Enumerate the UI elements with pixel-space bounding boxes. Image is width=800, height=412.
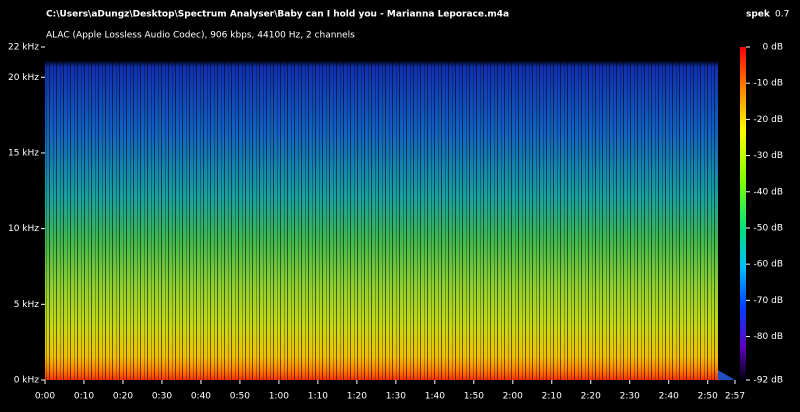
app-version: 0.7 [775, 10, 789, 20]
colorbar-tick-label: -20 dB [754, 115, 783, 125]
colorbar-tick-label: -60 dB [754, 260, 783, 270]
x-tick-label: 2:30 [620, 392, 640, 402]
x-tick-label: 1:10 [308, 392, 328, 402]
x-tick-label: 0:20 [113, 392, 133, 402]
colorbar-tick-label: -30 dB [754, 151, 783, 161]
colorbar-tick-label: -40 dB [754, 187, 783, 197]
audio-info: ALAC (Apple Lossless Audio Codec), 906 k… [46, 31, 355, 41]
y-tick-label: 0 kHz [14, 376, 40, 386]
colorbar-tick-label: -92 dB [754, 376, 783, 386]
x-tick-label: 0:10 [74, 392, 94, 402]
x-tick-label: 2:57 [725, 392, 745, 402]
colorbar-tick-label: -70 dB [754, 296, 783, 306]
x-tick-label: 2:20 [581, 392, 601, 402]
spectrogram-texture [45, 47, 718, 380]
spectrogram-tail [718, 370, 735, 380]
colorbar-tick-label: -10 dB [754, 79, 783, 89]
y-tick-label: 20 kHz [8, 73, 39, 83]
x-tick-label: 0:00 [35, 392, 55, 402]
y-tick-label: 15 kHz [8, 148, 39, 158]
x-tick-label: 2:40 [659, 392, 679, 402]
app-name: spek [746, 10, 771, 20]
x-tick-label: 2:50 [698, 392, 718, 402]
x-tick-label: 1:30 [386, 392, 406, 402]
x-tick-label: 1:20 [347, 392, 367, 402]
x-tick-label: 2:00 [503, 392, 523, 402]
file-path: C:\Users\aDungz\Desktop\Spectrum Analyse… [46, 10, 509, 20]
x-tick-label: 1:00 [269, 392, 289, 402]
y-tick-label: 22 kHz [8, 43, 39, 53]
colorbar-tick-label: 0 dB [763, 43, 783, 53]
x-tick-label: 0:50 [230, 392, 250, 402]
x-tick-label: 1:40 [425, 392, 445, 402]
x-tick-label: 0:30 [152, 392, 172, 402]
colorbar [740, 47, 746, 380]
y-tick-label: 10 kHz [8, 224, 39, 234]
x-tick-label: 1:50 [464, 392, 484, 402]
y-tick-label: 5 kHz [14, 300, 40, 310]
x-tick-label: 0:40 [191, 392, 211, 402]
x-tick-label: 2:10 [542, 392, 562, 402]
colorbar-tick-label: -50 dB [754, 223, 783, 233]
colorbar-tick-label: -80 dB [754, 332, 783, 342]
